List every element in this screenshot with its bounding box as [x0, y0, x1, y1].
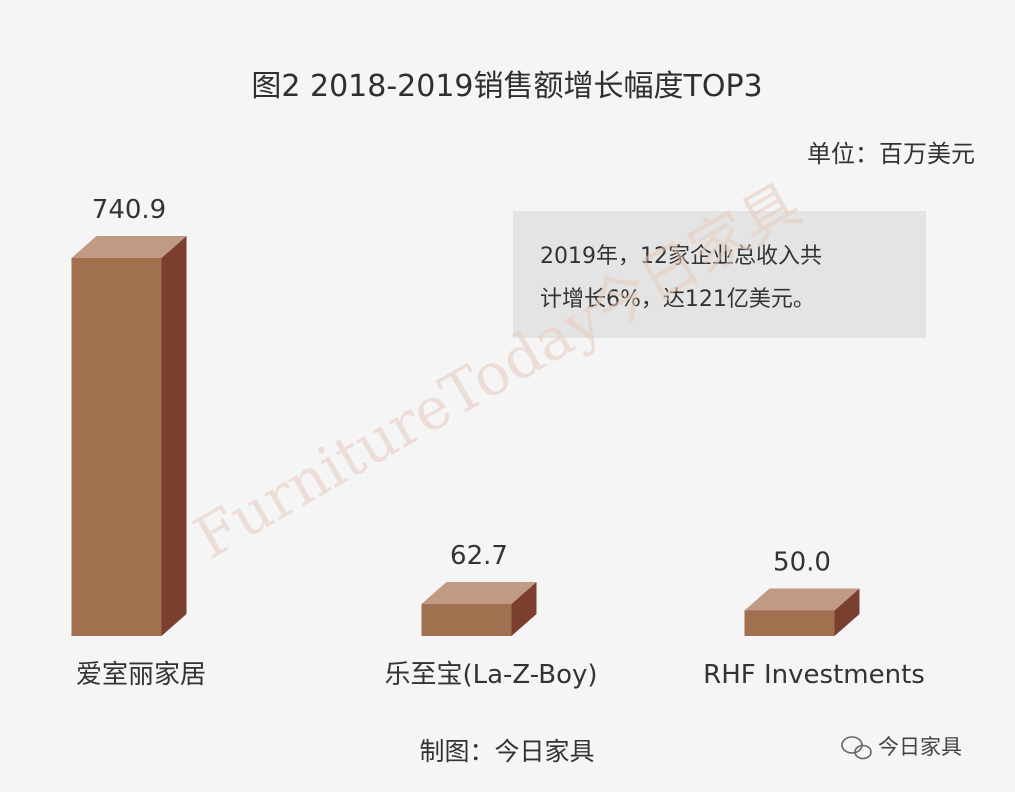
annotation-line-1: 2019年，12家企业总收入共: [540, 244, 822, 269]
bar-top-rhf: [744, 588, 860, 611]
brand-badge: 今日家具: [841, 735, 962, 760]
bar-lazboy: [421, 604, 512, 636]
brand-name: 今日家具: [878, 735, 962, 759]
bar-side-lazboy: [511, 582, 537, 636]
wechat-icon: [841, 736, 872, 760]
annotation-line-2: 计增长6%，达121亿美元。: [540, 287, 815, 312]
value-label-ashley: 740.9: [92, 195, 166, 225]
bars-group: 740.9 爱室丽家居 62.7 乐至宝(La-Z-Boy) 50.0 RHF Inves…: [71, 195, 925, 690]
value-label-lazboy: 62.7: [450, 541, 508, 571]
chart-title: 图2 2018-2019销售额增长幅度TOP3: [251, 69, 762, 104]
bar-ashley: [71, 258, 162, 636]
value-label-rhf: 50.0: [773, 547, 831, 577]
category-label-lazboy: 乐至宝(La-Z-Boy): [384, 660, 597, 690]
chart-credit: 制图：今日家具: [419, 737, 594, 766]
annotation-box: [513, 211, 926, 338]
bar-top-lazboy: [421, 582, 537, 605]
bar-top-ashley: [71, 236, 187, 258]
unit-label: 单位：百万美元: [807, 140, 975, 168]
category-label-ashley: 爱室丽家居: [76, 660, 206, 690]
category-label-rhf: RHF Investments: [703, 660, 925, 690]
bar-side-rhf: [834, 588, 860, 636]
watermark-text: FurnitureToday: [183, 284, 613, 572]
watermark: FurnitureToday 今日家具: [183, 170, 812, 572]
bar-side-ashley: [161, 236, 187, 636]
bar-rhf: [744, 610, 835, 636]
